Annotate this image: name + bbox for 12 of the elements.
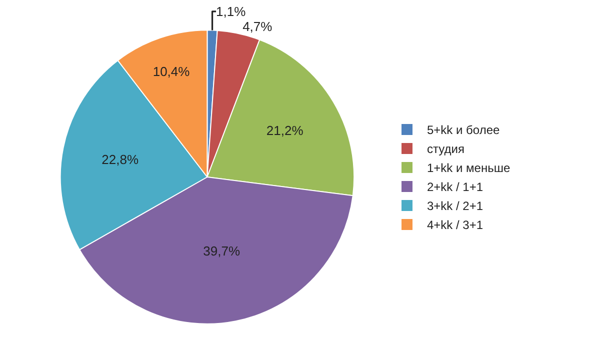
data-label: 39,7% [203,243,240,258]
legend-label: студия [427,142,464,156]
data-label: 10,4% [152,64,190,80]
legend-label: 3+kk / 2+1 [427,199,484,214]
legend-label: 5+kk и более [427,123,500,138]
data-label: 22,8% [102,152,139,167]
legend-label: 1+kk и меньше [427,161,510,176]
legend-label: 2+kk / 1+1 [427,180,484,194]
legend-label: 4+kk / 3+1 [427,218,484,232]
data-label: 21,2% [266,122,304,138]
data-label: 4,7% [242,18,273,34]
data-label: 1,1% [216,4,246,19]
